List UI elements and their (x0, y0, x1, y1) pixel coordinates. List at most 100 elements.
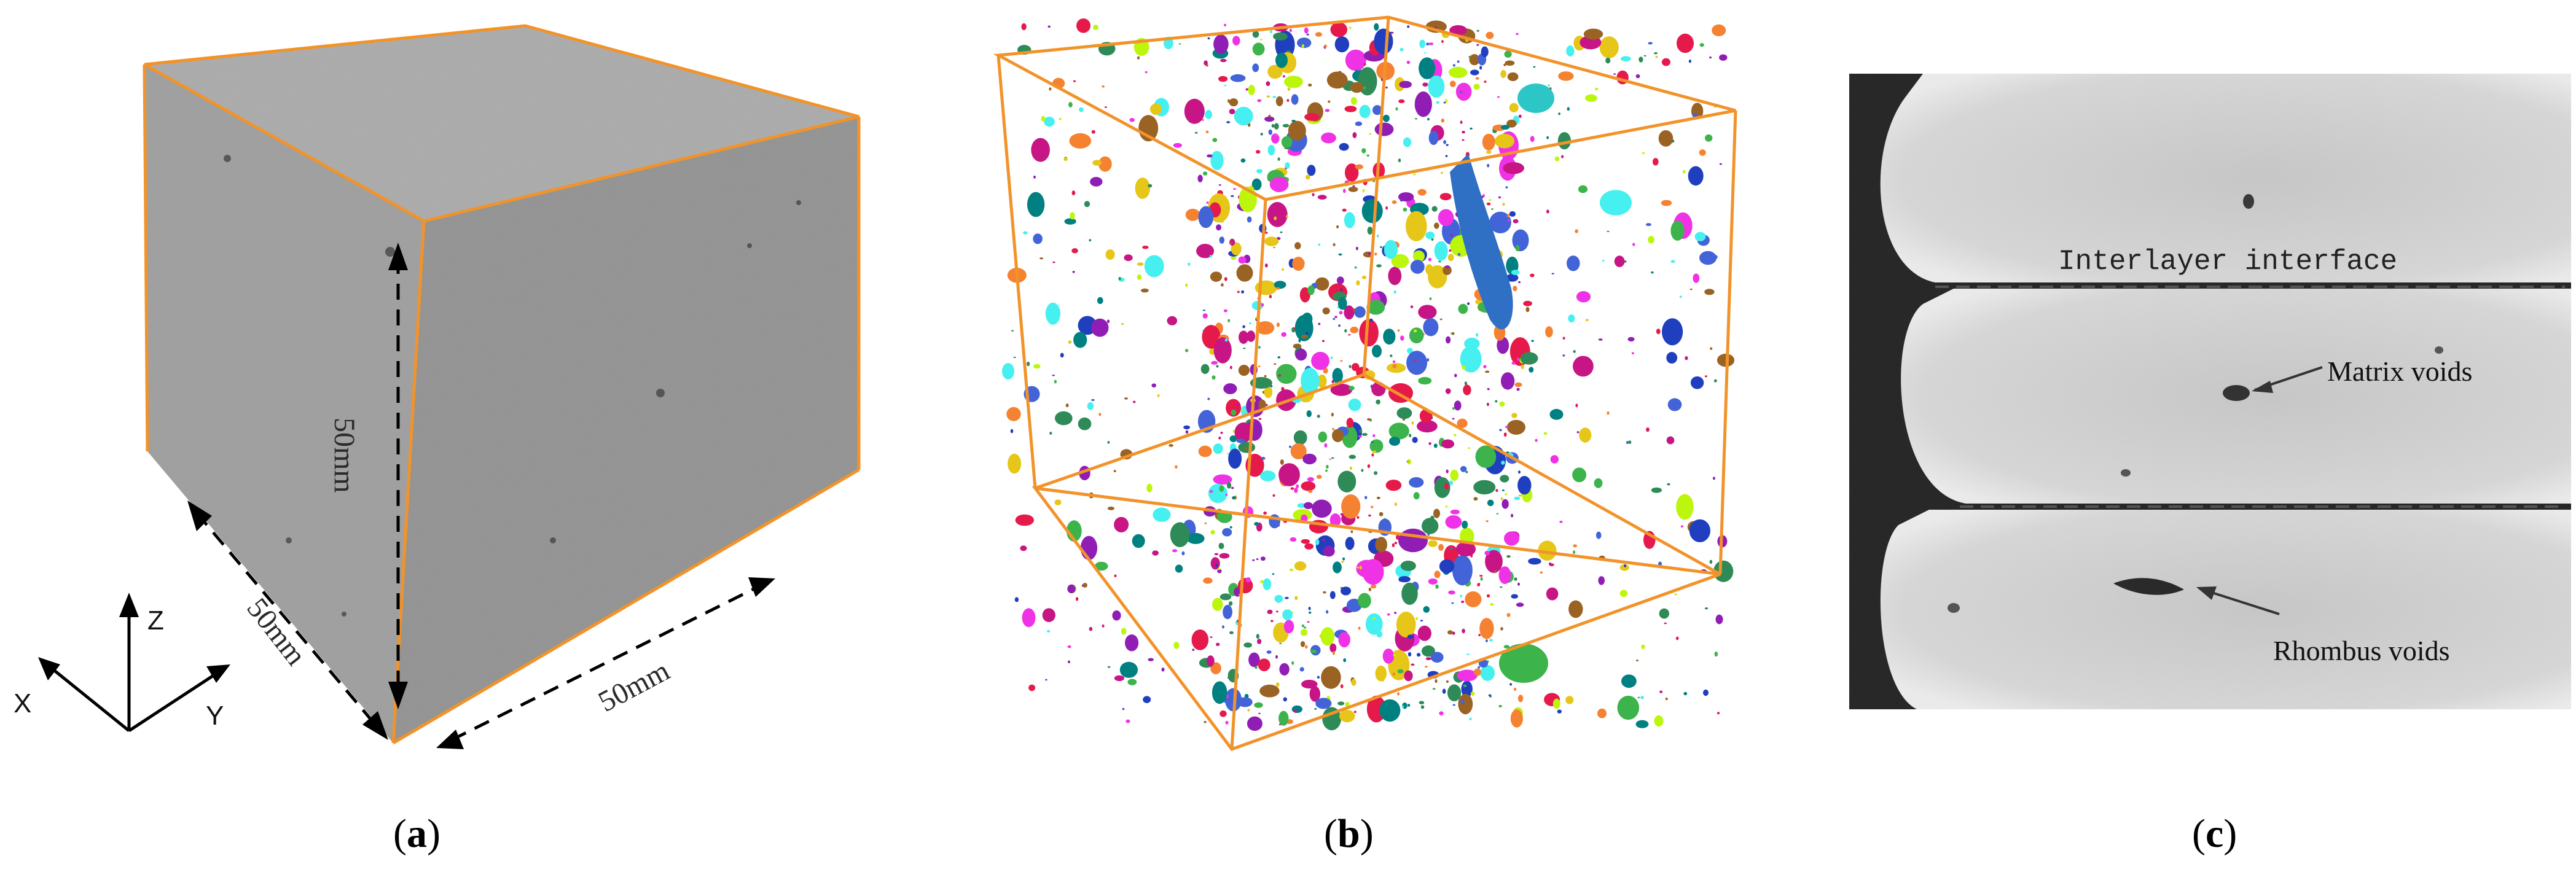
void-particle (1054, 499, 1062, 505)
void-particle (1267, 144, 1275, 156)
void-particle (1568, 600, 1583, 618)
void-particle (1478, 634, 1481, 636)
void-particle (1457, 60, 1460, 63)
void-particle (1473, 497, 1478, 501)
void-particle (1355, 121, 1363, 127)
rhombus-void (2113, 578, 2184, 595)
void-particle (1619, 564, 1629, 571)
void-particle (1500, 586, 1503, 588)
void-particle (1361, 199, 1383, 224)
void-particle (1084, 201, 1090, 208)
void-particle (1473, 84, 1480, 90)
void-particle (1495, 133, 1515, 149)
void-particle (1433, 443, 1438, 448)
void-particle (1274, 216, 1277, 220)
void-particle (1339, 142, 1349, 151)
void-particle (1218, 76, 1228, 82)
void-particle (1462, 628, 1465, 634)
void-particle (1229, 365, 1232, 370)
void-particle (1211, 360, 1218, 365)
void-particle (1422, 82, 1428, 87)
axis-x-label: X (14, 688, 31, 718)
void-particle (1400, 561, 1416, 571)
void-particle (1458, 303, 1468, 314)
void-particle (1252, 31, 1259, 38)
void-particle (1257, 639, 1262, 644)
void-particle (1414, 359, 1417, 362)
void-particle (1562, 337, 1565, 340)
void-particle (1068, 660, 1070, 664)
void-particle (1428, 75, 1445, 98)
void-particle (1417, 420, 1438, 433)
void-particle (1041, 115, 1046, 122)
void-particle (1480, 665, 1495, 681)
void-particle (1325, 469, 1328, 472)
caption-b: (b) (1324, 811, 1374, 856)
void-particle (1410, 305, 1414, 308)
void-particle (1648, 42, 1653, 45)
void-particle (1213, 337, 1232, 364)
label-matrix-voids-callout: Matrix voids (2252, 356, 2472, 393)
void-particle (1636, 660, 1638, 661)
void-particle (1318, 431, 1328, 443)
void-particle (1667, 398, 1682, 411)
void-particle (1224, 277, 1227, 281)
void-particle (1068, 102, 1073, 107)
void-particle (1091, 130, 1095, 134)
void-particle (1107, 441, 1110, 444)
void-particle (1315, 698, 1332, 709)
void-particle (1069, 133, 1092, 149)
void-particle (1450, 509, 1460, 515)
void-particle (1454, 400, 1462, 411)
void-particle (1605, 57, 1611, 64)
void-particle (1309, 611, 1312, 614)
void-particle (1693, 273, 1700, 283)
void-particle (1256, 150, 1261, 154)
void-particle (1289, 445, 1292, 448)
void-particle (1275, 610, 1278, 613)
void-particle (1422, 518, 1439, 534)
void-particle (1448, 590, 1455, 595)
void-particle (1343, 658, 1347, 663)
void-particle (1670, 260, 1675, 263)
void-particle (1371, 453, 1374, 457)
void-particle (1361, 148, 1366, 154)
void-particle (1337, 701, 1345, 706)
void-particle (1651, 487, 1662, 493)
void-particle (1406, 460, 1409, 463)
void-particle (1420, 620, 1423, 621)
void-particle (1350, 530, 1353, 534)
void-particle (1312, 193, 1315, 197)
void-particle (1543, 432, 1548, 435)
void-particle (1704, 375, 1707, 378)
void-particle (1511, 594, 1518, 599)
void-particle (1352, 132, 1357, 138)
void-particle (1454, 434, 1457, 437)
void-particle (1516, 357, 1520, 361)
void-particle (1392, 543, 1395, 547)
void-particle (1277, 157, 1280, 161)
void-particle (1579, 427, 1592, 443)
void-particle (1449, 66, 1468, 79)
void-particle (1044, 679, 1047, 681)
void-particle (1367, 464, 1371, 469)
void-particle (1204, 720, 1207, 723)
void-particle (1407, 704, 1411, 707)
void-particle (1118, 277, 1121, 281)
void-particle (1676, 494, 1694, 520)
void-particle (1385, 480, 1402, 491)
void-particle (1260, 470, 1276, 481)
void-particle (1500, 475, 1509, 483)
void-particle (1419, 39, 1425, 49)
void-particle (1573, 350, 1576, 353)
void-particle (1201, 119, 1204, 121)
void-particle (1470, 127, 1473, 130)
void-particle (1692, 113, 1698, 117)
void-particle (1198, 445, 1212, 458)
void-particle (1207, 37, 1210, 40)
void-particle (1304, 543, 1314, 550)
void-particle (1694, 232, 1706, 241)
void-particle (1638, 56, 1643, 63)
void-particle (1441, 40, 1444, 43)
void-particle (1444, 99, 1448, 103)
